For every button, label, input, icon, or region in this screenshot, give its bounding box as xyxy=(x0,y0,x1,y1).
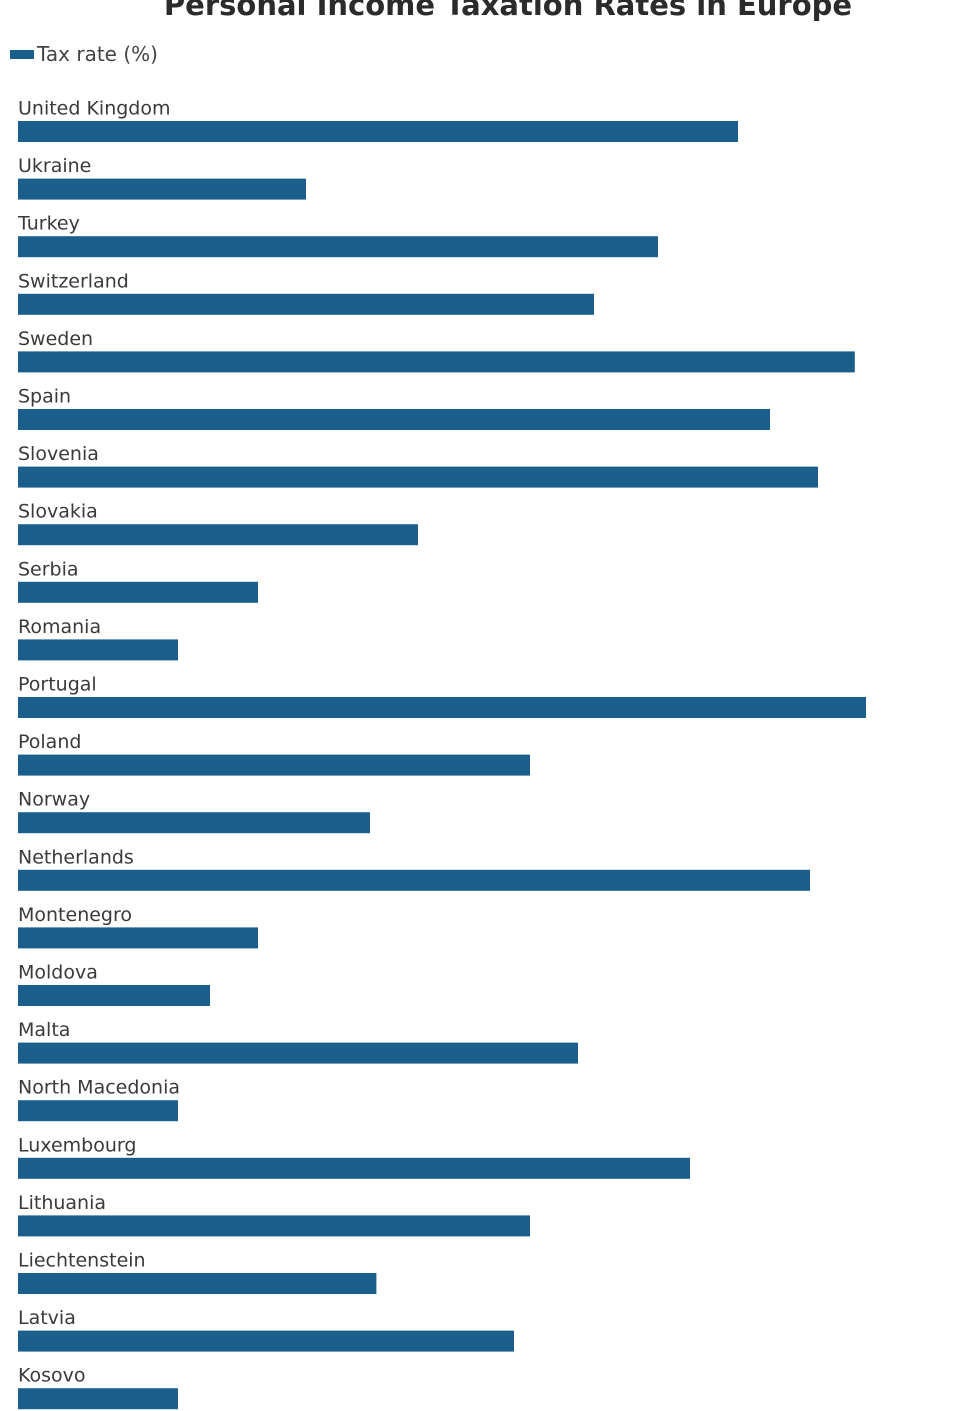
bar xyxy=(18,1157,690,1179)
category-label: Serbia xyxy=(18,558,79,580)
bar xyxy=(18,121,738,142)
bar xyxy=(18,466,818,488)
category-label: Latvia xyxy=(18,1307,76,1329)
bar xyxy=(18,178,306,200)
legend-label: Tax rate (%) xyxy=(37,42,158,66)
bar xyxy=(18,927,258,949)
category-label: Slovakia xyxy=(18,501,98,523)
bar xyxy=(18,293,594,315)
category-label: Kosovo xyxy=(18,1365,86,1387)
legend: Tax rate (%) xyxy=(10,41,158,67)
bar xyxy=(18,985,210,1006)
bar xyxy=(18,697,866,718)
bar xyxy=(18,581,258,603)
category-label: Slovenia xyxy=(18,443,99,465)
category-label: Norway xyxy=(18,789,90,811)
category-label: North Macedonia xyxy=(18,1077,180,1099)
bar xyxy=(18,812,370,834)
bar xyxy=(18,409,770,430)
bar xyxy=(18,869,810,891)
bar xyxy=(18,754,530,776)
category-label: Luxembourg xyxy=(18,1134,136,1156)
category-label: Spain xyxy=(18,386,71,408)
bar xyxy=(18,236,658,258)
category-label: United Kingdom xyxy=(18,98,171,120)
category-label: Sweden xyxy=(18,328,93,350)
bar xyxy=(18,639,178,661)
category-label: Malta xyxy=(18,1019,70,1041)
category-label: Switzerland xyxy=(18,270,129,292)
bar xyxy=(18,351,855,373)
category-label: Lithuania xyxy=(18,1192,106,1214)
bar xyxy=(18,1100,178,1122)
bar xyxy=(18,1273,377,1294)
category-label: Ukraine xyxy=(18,155,91,177)
bar xyxy=(18,524,418,546)
category-label: Montenegro xyxy=(18,904,132,926)
bar xyxy=(18,1042,578,1064)
legend-swatch xyxy=(10,49,34,59)
bar xyxy=(18,1215,530,1237)
bar xyxy=(18,1330,514,1352)
category-label: Moldova xyxy=(18,962,98,984)
category-label: Netherlands xyxy=(18,846,134,868)
category-label: Turkey xyxy=(17,213,80,235)
bar xyxy=(18,1388,178,1410)
category-label: Romania xyxy=(18,616,101,638)
category-label: Liechtenstein xyxy=(18,1250,146,1272)
chart-title: Personal Income Taxation Rates in Europe xyxy=(163,0,853,22)
category-label: Poland xyxy=(18,731,81,753)
category-label: Portugal xyxy=(18,674,97,696)
